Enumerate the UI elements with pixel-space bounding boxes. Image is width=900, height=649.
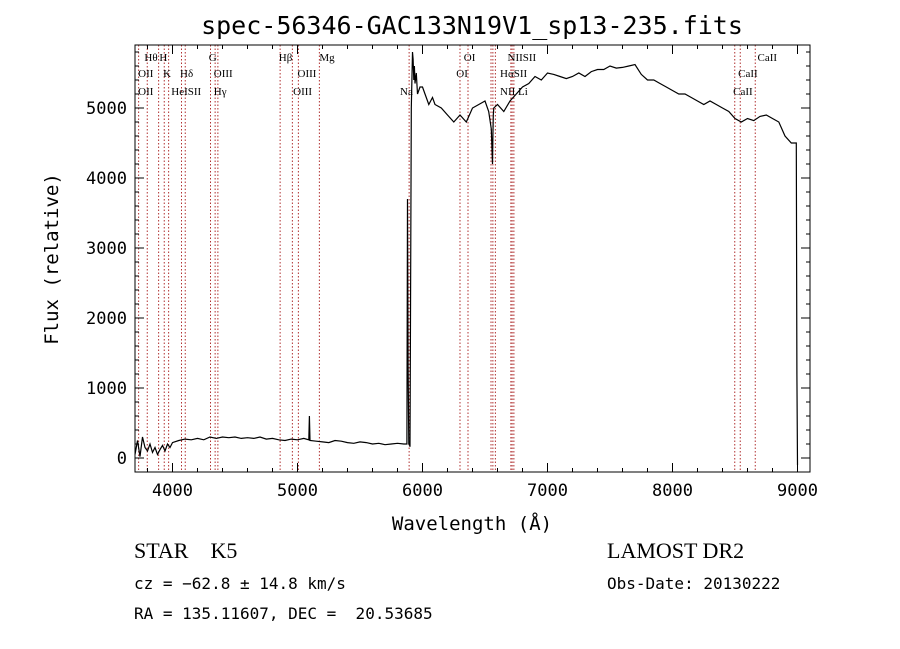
line-label-7: CaII xyxy=(758,52,778,64)
line-label-19: OIII xyxy=(293,86,312,98)
y-tick-label-0: 0 xyxy=(117,449,127,469)
line-label-2: G xyxy=(209,52,217,64)
coordinates: RA = 135.11607, DEC = 20.53685 xyxy=(134,604,433,623)
line-label-20: Na xyxy=(400,86,413,98)
x-tick-label-5: 9000 xyxy=(777,481,818,501)
x-tick-label-1: 5000 xyxy=(277,481,318,501)
y-tick-label-4: 4000 xyxy=(86,169,127,189)
line-label-1: H xyxy=(159,52,167,64)
line-label-6: NIISII xyxy=(508,52,537,64)
line-label-17: HeISII xyxy=(171,86,201,98)
y-tick-label-5: 5000 xyxy=(86,99,127,119)
survey-label: LAMOST DR2 xyxy=(607,538,745,563)
redshift-value: cz = −62.8 ± 14.8 km/s xyxy=(134,574,346,593)
line-label-16: OII xyxy=(138,86,154,98)
line-label-5: OI xyxy=(464,52,476,64)
line-label-4: Mg xyxy=(319,52,335,64)
plot-area: Hθ H G Hβ Mg OI NIISII CaII OII K Hδ OIII OIII OI HαSI… xyxy=(86,44,818,501)
line-label-8: OII xyxy=(138,68,154,80)
x-tick-label-3: 7000 xyxy=(527,481,568,501)
y-axis-label: Flux (relative) xyxy=(41,173,63,345)
x-tick-label-4: 8000 xyxy=(652,481,693,501)
obs-date: Obs-Date: 20130222 xyxy=(607,574,781,593)
line-label-10: Hδ xyxy=(180,68,193,80)
y-tick-label-2: 2000 xyxy=(86,309,127,329)
line-label-15: CaII xyxy=(738,68,758,80)
y-tick-label-3: 3000 xyxy=(86,239,127,259)
line-label-12: OIII xyxy=(298,68,317,80)
line-label-22: CaII xyxy=(733,86,753,98)
line-label-14: HαSII xyxy=(500,68,527,80)
line-label-13: OI xyxy=(456,68,468,80)
chart-title: spec-56346-GAC133N19V1_sp13-235.fits xyxy=(201,11,743,40)
spectrum-line xyxy=(134,51,799,466)
class-label: STAR K5 xyxy=(134,538,238,563)
x-axis-label: Wavelength (Å) xyxy=(392,512,552,535)
line-label-3: Hβ xyxy=(279,52,293,64)
line-label-9: K xyxy=(163,68,171,80)
line-label-0: Hθ xyxy=(144,52,157,64)
line-label-11: OIII xyxy=(214,68,233,80)
y-tick-label-1: 1000 xyxy=(86,379,127,399)
line-label-18: Hγ xyxy=(214,86,227,98)
x-tick-label-2: 6000 xyxy=(402,481,443,501)
x-tick-label-0: 4000 xyxy=(152,481,193,501)
